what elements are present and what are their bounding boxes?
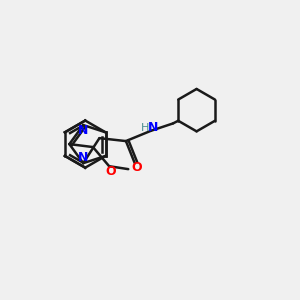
Text: H: H bbox=[141, 123, 149, 133]
Text: N: N bbox=[78, 152, 88, 164]
Text: O: O bbox=[132, 161, 142, 174]
Text: N: N bbox=[148, 121, 158, 134]
Text: N: N bbox=[78, 124, 88, 137]
Text: O: O bbox=[105, 165, 116, 178]
